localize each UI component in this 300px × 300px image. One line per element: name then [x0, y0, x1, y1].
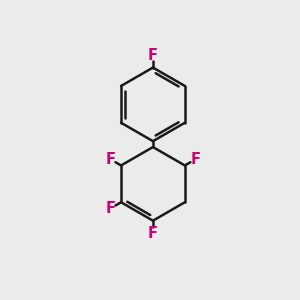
Text: F: F — [148, 48, 158, 63]
Text: F: F — [105, 201, 116, 216]
Text: F: F — [105, 152, 116, 167]
Text: F: F — [190, 152, 200, 167]
Text: F: F — [148, 226, 158, 241]
